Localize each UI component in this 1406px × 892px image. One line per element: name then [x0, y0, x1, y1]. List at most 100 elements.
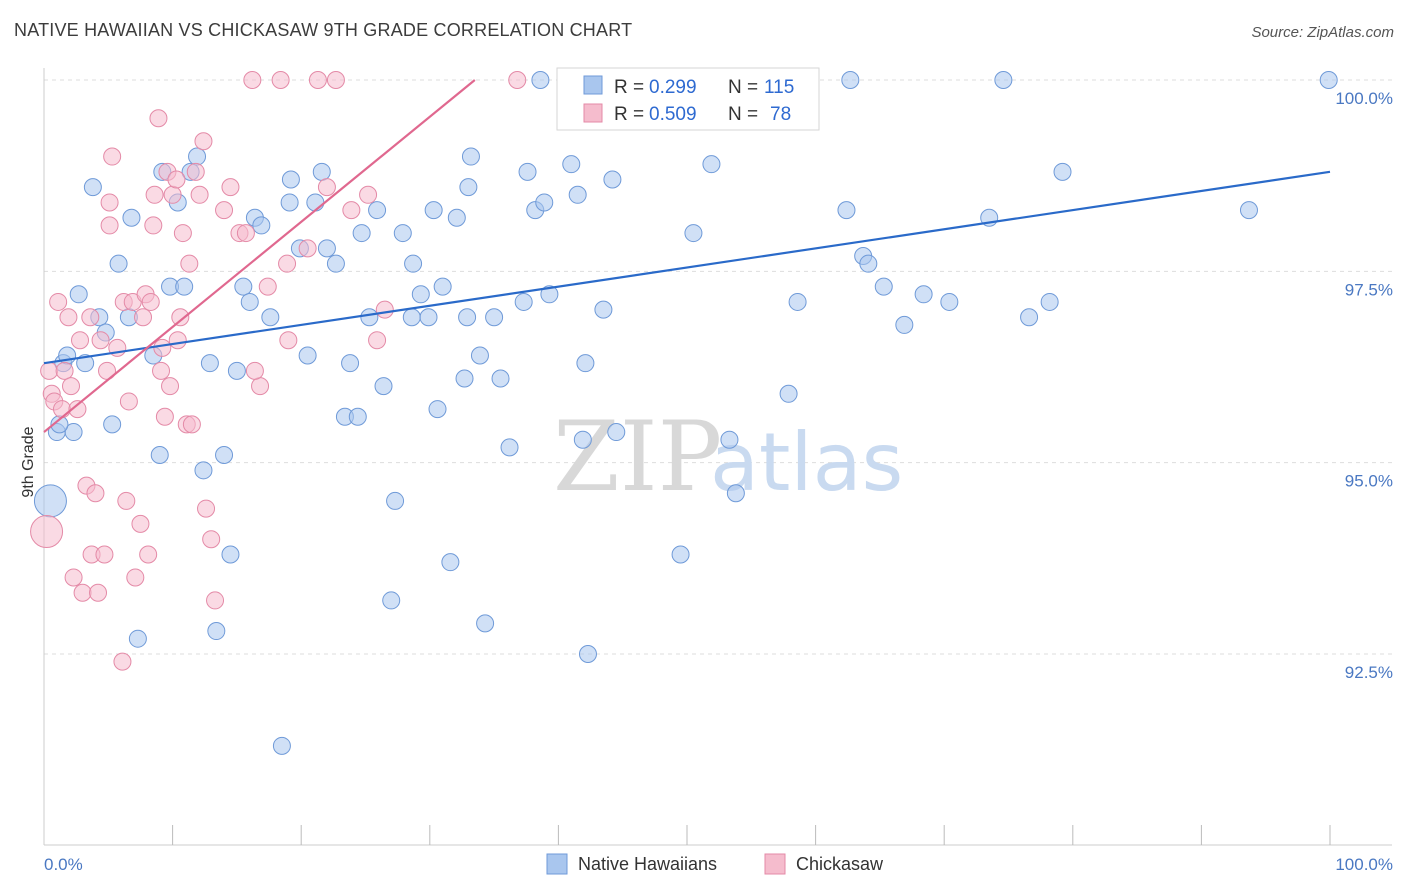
chickasaw-point: [206, 591, 225, 610]
native-hawaiian-point: [603, 170, 622, 189]
chickasaw-point: [508, 71, 527, 89]
native-hawaiian-point: [128, 629, 147, 648]
bottom-legend-label-chickasaw: Chickasaw: [796, 854, 884, 874]
native-hawaiian-point: [374, 377, 393, 396]
legend-swatch-chickasaw: [583, 103, 603, 123]
native-hawaiian-point: [428, 400, 447, 419]
chickasaw-point: [326, 71, 345, 89]
native-hawaiian-point: [573, 430, 592, 449]
bottom-legend-swatch-native-hawaiians: [546, 853, 568, 875]
chickasaw-point: [71, 331, 90, 350]
chickasaw-point: [126, 568, 145, 587]
legend-n-value: 115: [764, 77, 794, 98]
chickasaw-point: [62, 377, 81, 396]
chickasaw-point: [375, 300, 394, 319]
legend-r-value: 0.509: [649, 104, 697, 125]
native-hawaiian-point: [671, 545, 690, 564]
native-hawaiian-point: [312, 162, 331, 181]
legend-r-label: R =: [614, 77, 644, 98]
native-hawaiian-point: [874, 277, 893, 296]
native-hawaiian-point: [240, 292, 259, 311]
native-hawaiian-point: [227, 361, 246, 380]
chickasaw-point: [68, 400, 87, 419]
chart-title: NATIVE HAWAIIAN VS CHICKASAW 9TH GRADE C…: [14, 20, 633, 40]
native-hawaiian-point: [352, 224, 371, 243]
legend-n-label: N =: [728, 104, 758, 125]
chickasaw-point: [168, 331, 187, 350]
chickasaw-point: [117, 491, 136, 510]
chart-source: Source: ZipAtlas.com: [1251, 24, 1394, 41]
chickasaw-point: [258, 277, 277, 296]
chickasaw-point: [197, 499, 216, 518]
chickasaw-point: [271, 71, 290, 89]
chickasaw-point: [145, 185, 164, 204]
native-hawaiian-point: [562, 155, 581, 174]
native-hawaiian-point: [568, 185, 587, 204]
native-hawaiian-point: [298, 346, 317, 365]
native-hawaiian-point: [535, 193, 554, 212]
native-hawaiian-point: [841, 71, 860, 89]
chickasaw-point: [171, 308, 190, 327]
native-hawaiian-point: [994, 71, 1013, 89]
native-hawaiian-point: [500, 438, 519, 457]
chickasaw-point: [161, 377, 180, 396]
y-tick-label: 100.0%: [1335, 89, 1393, 108]
native-hawaiian-point: [458, 308, 477, 327]
bottom-legend-label-native-hawaiians: Native Hawaiians: [578, 854, 717, 874]
native-hawaiian-point: [221, 545, 240, 564]
chickasaw-point: [100, 216, 119, 235]
native-hawaiian-point: [252, 216, 271, 235]
chickasaw-point: [245, 361, 264, 380]
native-hawaiian-point: [531, 71, 550, 89]
y-tick-label: 97.5%: [1345, 280, 1393, 299]
chickasaw-point: [139, 545, 158, 564]
points-layer: [30, 71, 1338, 755]
chickasaw-point: [153, 338, 172, 357]
native-hawaiian-point: [317, 239, 336, 258]
chickasaw-point: [86, 484, 105, 503]
axis-layer: [43, 68, 1392, 846]
native-hawaiian-point: [607, 423, 626, 442]
chickasaw-point: [144, 216, 163, 235]
chickasaw-point: [236, 224, 255, 243]
native-hawaiian-point: [76, 354, 95, 373]
chickasaw-point: [155, 407, 174, 426]
native-hawaiian-point: [459, 178, 478, 197]
native-hawaiian-point: [1053, 162, 1072, 181]
native-hawaiian-point: [348, 407, 367, 426]
native-hawaiian-point: [470, 346, 489, 365]
chickasaw-point: [40, 361, 59, 380]
native-hawaiian-point: [726, 484, 745, 503]
native-hawaiian-point: [424, 201, 443, 220]
chickasaw-point: [149, 109, 168, 128]
chickasaw-point: [81, 308, 100, 327]
legend-swatch-native-hawaiians: [583, 75, 603, 95]
chickasaw-point: [251, 377, 270, 396]
chickasaw-point: [182, 415, 201, 434]
native-hawaiian-point: [594, 300, 613, 319]
chickasaw-point: [30, 515, 64, 549]
native-hawaiian-point: [194, 461, 213, 480]
native-hawaiian-point: [272, 736, 291, 755]
chickasaw-point: [202, 530, 221, 549]
native-hawaiian-point: [280, 193, 299, 212]
native-hawaiian-point: [234, 277, 253, 296]
native-hawaiian-point: [514, 292, 533, 311]
chickasaw-point: [53, 400, 72, 419]
native-hawaiian-point: [837, 201, 856, 220]
native-hawaiian-point: [306, 193, 325, 212]
chickasaw-point: [100, 193, 119, 212]
native-hawaiian-point: [518, 162, 537, 181]
native-hawaiian-point: [1040, 292, 1059, 311]
y-tick-label: 92.5%: [1345, 663, 1393, 682]
x-tick-label: 100.0%: [1335, 855, 1393, 874]
watermark-zip: ZIP: [553, 401, 722, 513]
native-hawaiian-point: [461, 147, 480, 166]
native-hawaiian-point: [940, 292, 959, 311]
chickasaw-point: [308, 71, 327, 89]
legend-r-value: 0.299: [649, 77, 697, 98]
native-hawaiian-point: [404, 254, 423, 273]
native-hawaiian-point: [447, 208, 466, 227]
chickasaw-point: [49, 292, 68, 311]
